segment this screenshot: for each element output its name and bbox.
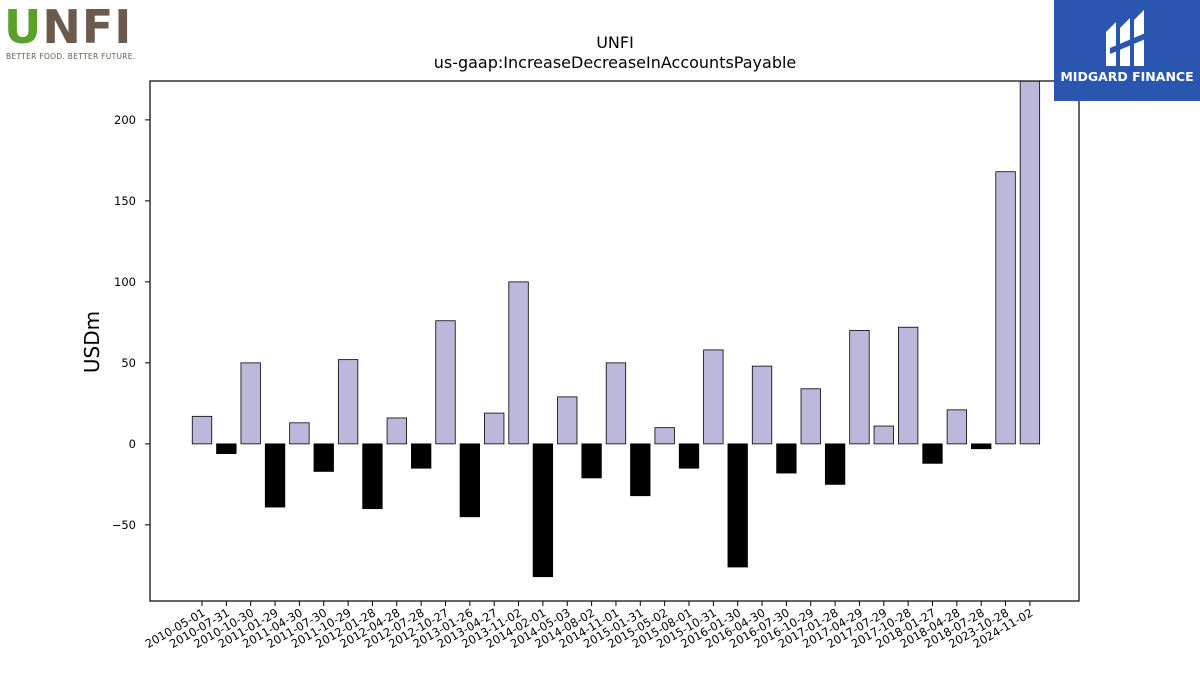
unfi-logo: UNFI BETTER FOOD. BETTER FUTURE. [4,4,135,62]
bar-2024-11-02 [1019,80,1041,445]
bar-2016-07-30 [776,443,797,474]
x-axis: 2010-05-012010-07-312010-10-302011-01-29… [143,601,1035,651]
bar-2013-04-27 [484,412,505,445]
bar-2017-10-28 [898,326,919,445]
bar-2012-10-27 [435,320,456,445]
bar-2015-05-02 [654,427,675,445]
bar-2016-04-30 [751,365,773,445]
bar-2013-11-02 [508,281,529,445]
bar-2016-10-29 [800,388,821,445]
y-tick-label: 0 [129,437,136,451]
bar-2012-01-28 [362,443,383,510]
bar-2015-08-01 [678,443,700,469]
bar-2011-04-30 [289,422,310,445]
bar-2010-05-01 [191,415,213,445]
midgard-name: MIDGARD FINANCE [1060,69,1194,84]
bar-2018-07-28 [971,443,992,450]
bar-2017-01-28 [824,443,846,485]
bar-2014-05-03 [557,396,578,445]
chart-subtitle: us-gaap:IncreaseDecreaseInAccountsPayabl… [434,53,797,72]
bar-2014-02-01 [532,443,554,578]
midgard-mark-icon [1106,10,1148,66]
bar-2018-01-27 [922,443,943,464]
plot-frame [149,80,1080,602]
y-tick-label: 200 [114,113,136,127]
unfi-wordmark: UNFI [4,0,133,54]
bar-2011-07-30 [313,443,334,472]
chart-title: UNFI [596,33,634,52]
bar-2015-10-31 [703,349,724,445]
bar-2015-01-31 [630,443,651,497]
bar-2018-04-28 [946,409,967,445]
y-tick-label: 150 [114,194,136,208]
bar-2014-11-01 [605,362,627,445]
bar-2013-01-26 [459,443,481,518]
midgard-finance-logo: MIDGARD FINANCE [1054,0,1200,101]
bar-2017-04-29 [849,330,870,445]
bar-2012-04-28 [386,417,407,445]
bar-2014-08-02 [581,443,602,479]
bar-2011-10-29 [337,359,359,445]
y-axis-label: USDm [80,311,104,373]
y-tick-label: 50 [121,356,136,370]
y-tick-label: −50 [112,518,136,532]
y-tick-label: 100 [114,275,136,289]
unfi-tagline: BETTER FOOD. BETTER FUTURE. [6,52,136,61]
bar-2010-10-30 [240,362,261,445]
y-axis: −50 0 50 100 150 200 [112,113,150,532]
bar-2010-07-31 [216,443,237,454]
bar-2017-07-29 [873,425,894,445]
bars-layer [191,80,1041,578]
bar-2011-01-29 [264,443,286,508]
bar-2012-07-28 [410,443,432,469]
bar-2016-01-30 [727,443,748,568]
bar-2023-10-28 [995,171,1016,445]
